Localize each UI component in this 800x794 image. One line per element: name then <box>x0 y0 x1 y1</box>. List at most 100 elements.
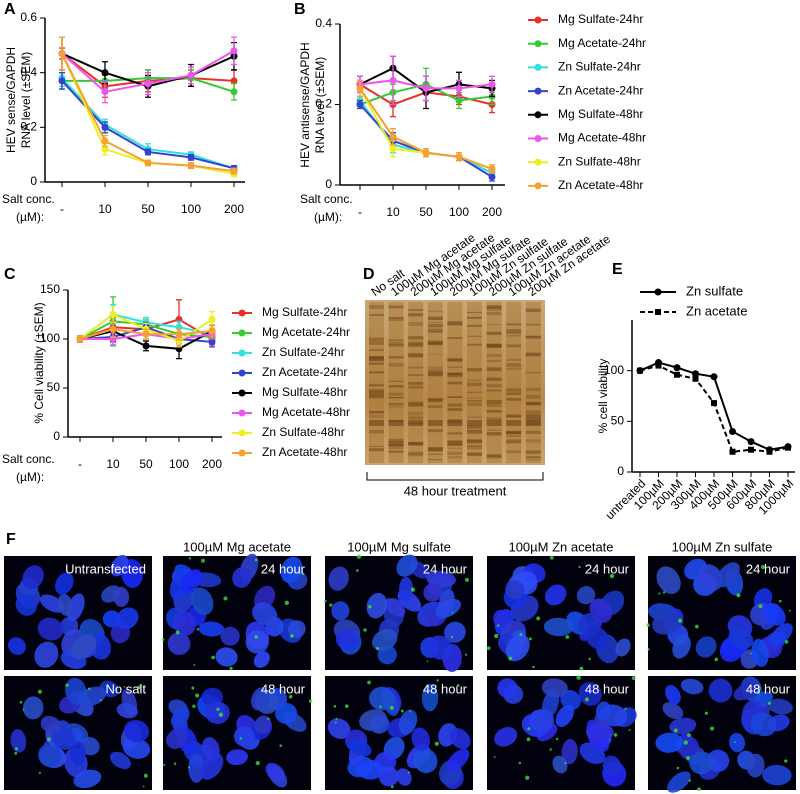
green-signal <box>163 764 166 767</box>
green-signal <box>123 686 126 688</box>
nucleus <box>615 638 631 657</box>
marker <box>175 330 183 338</box>
green-signal <box>192 704 196 708</box>
gel-band <box>408 442 424 446</box>
gel-band <box>525 452 541 455</box>
gel-band <box>408 420 424 426</box>
gel-band <box>408 322 424 326</box>
green-signal <box>646 623 650 627</box>
nucleus <box>505 579 525 600</box>
series-line <box>359 103 493 178</box>
y-tick-label: 0 <box>53 429 60 443</box>
tile-label: 24 hour <box>423 561 468 576</box>
marker <box>76 335 84 343</box>
nucleus <box>369 714 390 734</box>
gel-band <box>467 452 482 456</box>
green-signal <box>453 570 457 574</box>
legend-marker <box>534 182 542 190</box>
legend-marker <box>238 349 246 357</box>
tile-label: 24 hour <box>585 561 630 576</box>
green-signal <box>14 747 19 751</box>
nucleus <box>331 601 350 621</box>
gel-band <box>486 429 502 431</box>
legend-marker <box>654 288 662 296</box>
green-signal <box>734 741 736 744</box>
gel-band <box>447 358 463 362</box>
gel-band <box>369 356 384 360</box>
x-axis-label: Salt conc. <box>2 192 55 206</box>
marker <box>785 444 791 451</box>
nucleus <box>680 678 704 695</box>
marker <box>187 153 195 161</box>
nucleus <box>494 727 518 747</box>
green-signal <box>368 604 372 609</box>
nucleus <box>595 701 611 721</box>
marker <box>692 370 699 378</box>
gel-band <box>447 408 463 411</box>
gel-band <box>506 330 522 334</box>
marker <box>101 137 109 145</box>
green-signal <box>389 705 394 710</box>
legend-label: Zn Acetate-48hr <box>262 445 347 459</box>
nucleus <box>122 737 151 759</box>
green-signal <box>390 785 394 789</box>
gel-band <box>369 341 384 345</box>
gel-band <box>506 363 522 365</box>
gel-band <box>447 323 463 326</box>
gel-band <box>486 306 502 311</box>
marker <box>230 88 238 96</box>
y-tick-label: 50 <box>611 414 625 428</box>
nucleus <box>116 607 139 630</box>
green-signal <box>465 653 468 656</box>
nucleus <box>198 621 225 637</box>
gel-band <box>369 383 384 387</box>
marker <box>187 162 195 170</box>
gel-band <box>369 358 384 362</box>
green-signal <box>37 689 42 694</box>
marker <box>422 84 430 92</box>
gel-band <box>506 440 522 444</box>
gel-band <box>447 442 463 446</box>
green-signal <box>527 727 531 731</box>
marker <box>711 400 717 407</box>
nucleus <box>327 718 351 740</box>
nucleus <box>413 748 438 774</box>
marker <box>389 133 397 141</box>
marker <box>142 342 150 350</box>
nucleus <box>497 678 518 699</box>
green-signal <box>14 751 18 755</box>
green-signal <box>333 704 337 708</box>
marker <box>488 173 496 181</box>
marker <box>455 96 463 104</box>
green-signal <box>631 676 636 681</box>
legend-marker <box>534 158 542 166</box>
gel-band <box>467 430 482 434</box>
nucleus <box>449 728 471 750</box>
nucleus <box>253 651 270 668</box>
gel-band <box>486 331 502 336</box>
green-signal <box>532 665 535 669</box>
green-signal <box>211 655 215 660</box>
green-signal <box>188 557 192 560</box>
gel-band <box>486 354 502 357</box>
green-signal <box>508 656 513 661</box>
nucleus <box>10 729 27 753</box>
nucleus <box>166 728 188 749</box>
gel-band <box>467 445 482 447</box>
green-signal <box>788 609 791 612</box>
legend-label: Zn Acetate-48hr <box>558 178 643 192</box>
gel-band <box>369 371 384 374</box>
green-signal <box>19 700 23 704</box>
micrograph <box>487 675 637 790</box>
green-signal <box>519 633 523 636</box>
marker <box>488 165 496 173</box>
nucleus <box>369 686 395 711</box>
gel-band <box>486 311 502 316</box>
gel-band <box>525 372 541 374</box>
gel-band <box>506 439 522 443</box>
green-signal <box>549 748 552 751</box>
green-signal <box>564 762 567 765</box>
gel-band <box>467 453 482 456</box>
legend-label: Mg Sulfate-48hr <box>262 385 347 399</box>
gel-band <box>388 380 404 382</box>
